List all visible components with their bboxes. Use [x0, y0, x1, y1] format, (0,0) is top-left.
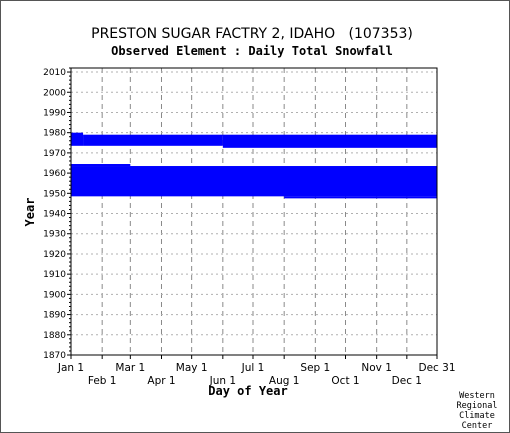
x-tick-label: May 1	[176, 362, 208, 374]
y-tick-label: 1910	[43, 270, 66, 280]
credit-block: Western Regional Climate Center	[457, 391, 498, 431]
x-tick-label: Feb 1	[88, 375, 117, 387]
chart-title: PRESTON SUGAR FACTRY 2, IDAHO (107353)	[91, 26, 413, 42]
y-tick-label: 1940	[43, 210, 66, 220]
credit-line-4: Center	[462, 421, 493, 431]
x-tick-label: Nov 1	[361, 362, 392, 374]
y-tick-label: 1960	[43, 169, 66, 179]
credit-line-2: Regional	[457, 401, 498, 411]
data-bar	[83, 134, 223, 146]
y-tick-label: 1880	[43, 331, 66, 341]
y-tick-label: 1900	[43, 290, 66, 300]
data-bar	[71, 164, 131, 167]
plot-border	[70, 67, 438, 356]
y-tick-label: 2010	[43, 68, 66, 78]
y-tick-label: 2000	[43, 88, 66, 98]
plot-area: 1870 1880 1890 1900 1910 1920 1930 1940 1950 1960…	[43, 67, 456, 387]
y-tick-label: 1920	[43, 250, 66, 260]
data-bar	[71, 132, 84, 146]
y-tick-label: 1970	[43, 149, 66, 159]
x-tick-label: Jan 1	[57, 362, 84, 374]
credit-line-3: Climate	[459, 411, 495, 421]
x-tick-label: Jun 1	[209, 375, 236, 387]
credit-line-1: Western	[459, 391, 495, 401]
data-bar	[222, 134, 437, 148]
y-axis-label: Year	[23, 198, 37, 227]
data-bar	[345, 166, 437, 169]
x-tick-label: Dec 1	[392, 375, 422, 387]
x-tick-label: Aug 1	[269, 375, 300, 387]
x-tick-label: Sep 1	[300, 362, 330, 374]
y-tick-label: 1990	[43, 108, 66, 118]
y-tick-label: 1890	[43, 311, 66, 321]
x-tick-label: Jul 1	[241, 362, 265, 374]
x-tick-label: Apr 1	[147, 375, 175, 387]
y-tick-label: 1950	[43, 189, 66, 199]
y-tick-label: 1870	[43, 351, 66, 361]
data-bar	[71, 166, 437, 197]
data-bar	[284, 196, 437, 199]
x-tick-label: Dec 31	[418, 362, 455, 374]
x-tick-label: Oct 1	[331, 375, 359, 387]
x-tick-label: Mar 1	[115, 362, 145, 374]
y-tick-label: 1930	[43, 230, 66, 240]
y-tick-label: 1980	[43, 129, 66, 139]
x-axis-label: Day of Year	[208, 384, 287, 398]
chart-subtitle: Observed Element : Daily Total Snowfall	[111, 44, 393, 58]
